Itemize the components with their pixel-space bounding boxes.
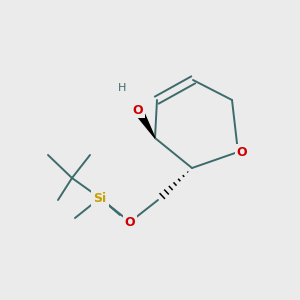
Text: O: O <box>133 103 143 116</box>
Text: Si: Si <box>93 191 106 205</box>
Text: O: O <box>125 215 135 229</box>
Text: O: O <box>237 146 247 158</box>
Text: H: H <box>118 83 126 93</box>
Polygon shape <box>134 108 155 138</box>
